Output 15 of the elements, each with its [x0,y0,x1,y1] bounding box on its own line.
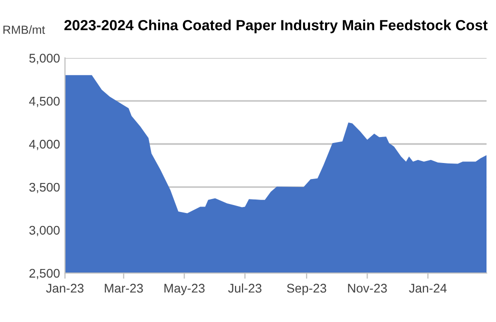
y-tick-label: 3,000 [29,226,60,236]
y-tick-label: 4,000 [29,140,60,150]
x-tick-label: Jan-23 [46,284,84,293]
x-tick-label: Jul-23 [228,283,262,293]
x-tick-label: Nov-23 [348,284,387,293]
x-tick-label: May-23 [164,284,205,296]
x-tick-label: Jan-24 [408,284,447,293]
y-tick-label: 2,500 [29,268,60,280]
chart-title: 2023-2024 China Coated Paper Industry Main Feedstock Cost [64,20,488,34]
x-tick-label: Sep-23 [287,284,326,296]
y-axis-title: RMB/mt [3,25,46,34]
y-tick-label: 5,000 [29,54,60,64]
y-tick-label: 4,500 [29,96,60,108]
y-tick-label: 3,500 [29,182,60,194]
x-tick-label: Mar-23 [104,284,143,293]
